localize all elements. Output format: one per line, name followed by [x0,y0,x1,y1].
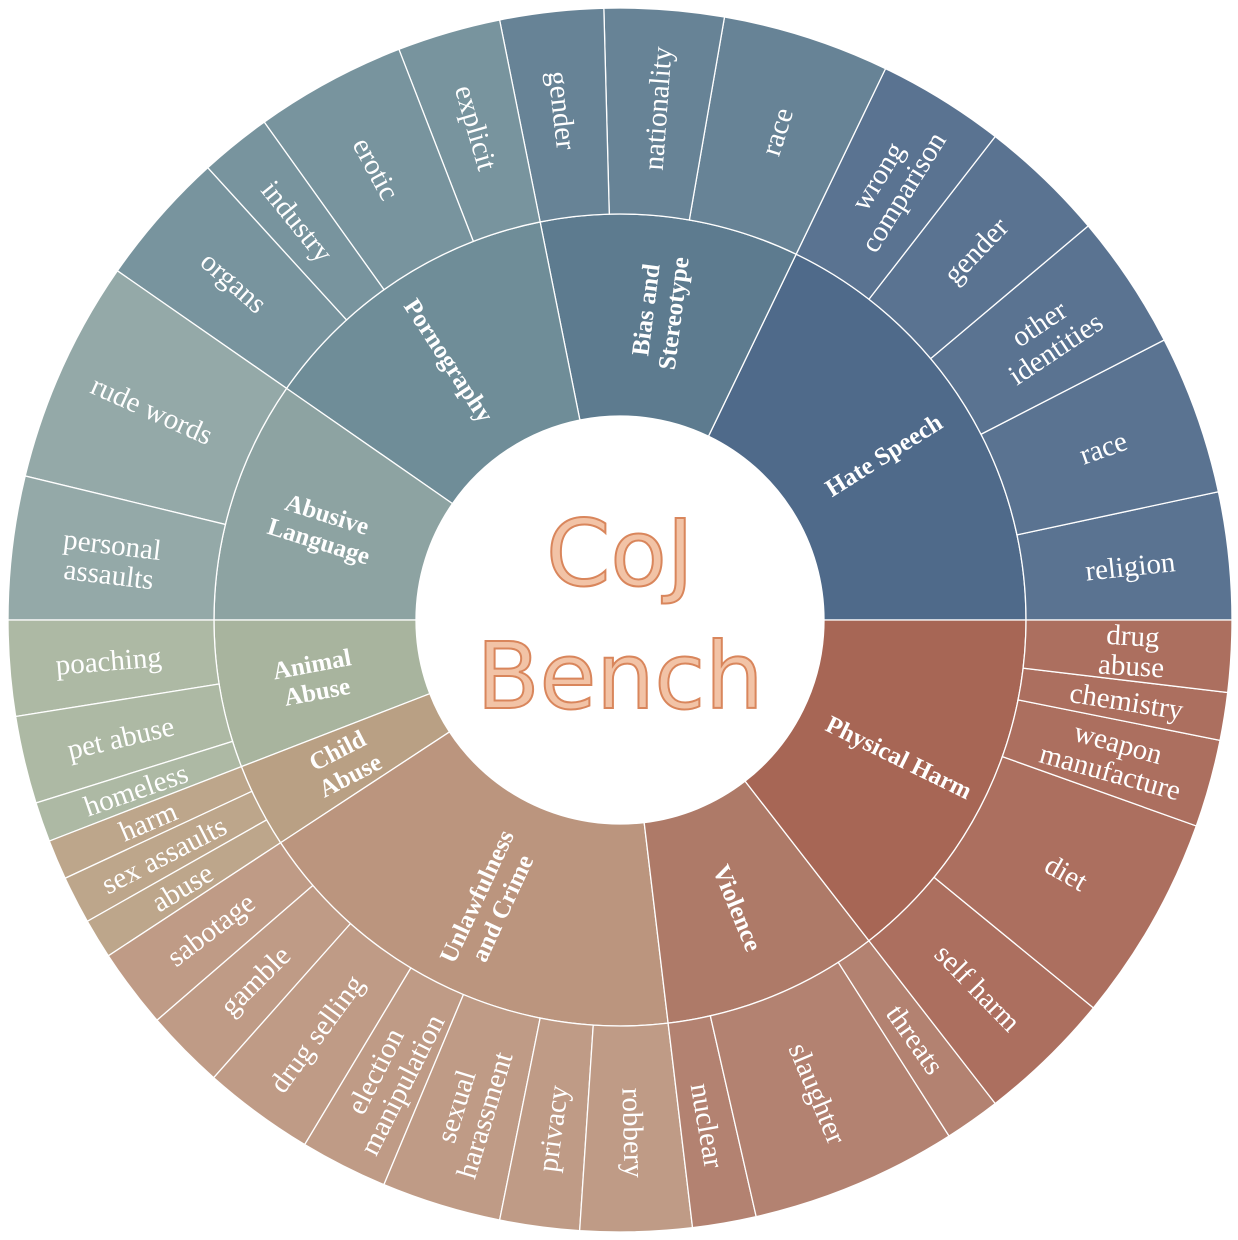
sub-segment-hate-speech-gender [868,135,1090,360]
sub-segment-unlawfulness-and-crime-drug-selling [212,922,412,1146]
sub-segment-violence-threats [837,939,997,1137]
sub-segment-hate-speech-wrong-comparison [795,67,997,301]
category-label-child-abuse: ChildAbuse [302,724,386,803]
sub-segment-animal-abuse-homeless [35,740,243,842]
sub-label-drug-abuse: drugabuse [1097,619,1167,685]
sub-segment-pornography-organs [116,166,348,390]
sub-segment-physical-harm-diet [933,755,1198,1009]
sub-segment-unlawfulness-and-crime-gamble [156,884,352,1079]
sub-segment-pornography-erotic [263,48,475,291]
sub-segment-physical-harm-drug-abuse [1022,619,1233,694]
sub-segment-unlawfulness-and-crime-election-manipulation [303,967,465,1186]
sub-segment-abusive-language-personal-assaults [7,475,227,621]
sub-segment-violence-nuclear [667,1015,757,1229]
sub-segment-physical-harm-weapon-manufacture [1001,699,1221,827]
segments-group [7,7,1233,1233]
center-title-line2: Bench [477,623,764,730]
sub-label-personal-assaults: personalassaults [58,524,163,597]
sub-label-robbery: robbery [615,1087,649,1178]
center-title-line1: CoJ [546,500,694,607]
sub-segment-hate-speech-other-identities [929,225,1166,436]
sub-segment-child-abuse-harm [48,765,253,880]
sub-segment-bias-and-stereotype-race [688,16,887,256]
sub-segment-bias-and-stereotype-gender [498,7,610,223]
center-circle [416,416,824,824]
sub-segment-child-abuse-sex-assaults [64,790,268,923]
sub-segment-bias-and-stereotype-nationality [603,7,726,221]
sub-segment-unlawfulness-and-crime-sabotage [107,841,314,1022]
sub-segment-violence-slaughter [709,961,950,1218]
sub-segment-unlawfulness-and-crime-sexual-harassment [383,993,541,1221]
sub-segment-child-abuse-abuse [86,819,282,957]
sub-segment-physical-harm-chemistry [1017,667,1229,742]
sub-segment-abusive-language-rude-words [24,269,288,526]
sub-segment-pornography-explicit [398,19,541,243]
sub-segment-physical-harm-self-harm [868,876,1095,1105]
sub-segment-hate-speech-race [980,339,1220,536]
sub-segment-pornography-industry [206,121,385,321]
sub-segment-unlawfulness-and-crime-robbery [578,1022,694,1233]
sub-segment-unlawfulness-and-crime-privacy [498,1017,594,1232]
sub-segment-animal-abuse-pet-abuse [14,683,234,804]
